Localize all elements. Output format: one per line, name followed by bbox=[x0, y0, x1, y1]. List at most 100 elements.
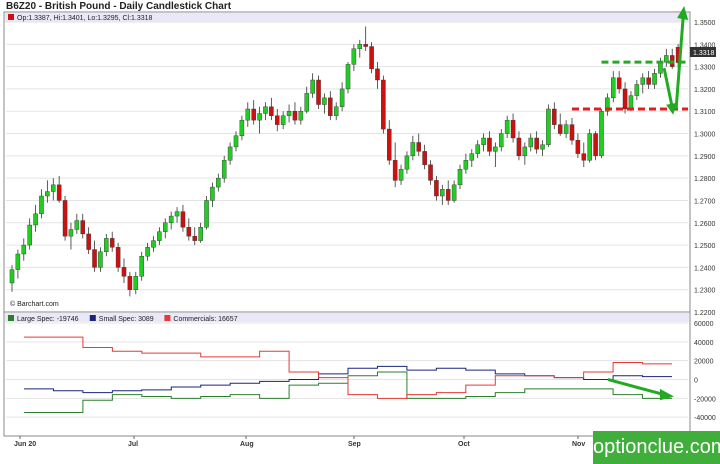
candle-body bbox=[227, 146, 233, 161]
candle-body bbox=[269, 106, 274, 116]
candle-body bbox=[74, 220, 80, 230]
candle-body bbox=[546, 108, 551, 145]
candle-body bbox=[510, 119, 516, 139]
cot-legend-bar bbox=[5, 313, 689, 322]
candle-body bbox=[186, 227, 192, 237]
down-arrow-shaft bbox=[662, 67, 674, 108]
price-y-tick: 1.2500 bbox=[694, 243, 716, 250]
candle-body bbox=[581, 153, 587, 161]
candle-body bbox=[451, 184, 457, 201]
candle-body bbox=[68, 229, 74, 237]
candle-body bbox=[611, 77, 616, 99]
candle-body bbox=[493, 146, 498, 152]
cot-arrow-head bbox=[660, 388, 674, 401]
candle-body bbox=[292, 111, 298, 121]
candle-body bbox=[263, 106, 268, 114]
x-axis-tick: Nov bbox=[572, 441, 585, 448]
cot-legend-swatch bbox=[89, 315, 96, 321]
candle-body bbox=[27, 224, 32, 246]
candle-body bbox=[221, 160, 227, 179]
candle-body bbox=[9, 269, 15, 284]
cot-legend-label: Small Spec: 3089 bbox=[99, 316, 154, 323]
candle-body bbox=[499, 133, 504, 148]
candle-body bbox=[357, 44, 363, 49]
candle-body bbox=[640, 77, 646, 85]
ohlc-bar bbox=[5, 13, 689, 22]
candle-body bbox=[634, 84, 640, 96]
candle-body bbox=[375, 68, 380, 81]
down-arrow-head bbox=[666, 102, 678, 115]
candle-body bbox=[457, 169, 463, 186]
candle-body bbox=[646, 77, 651, 85]
candle-body bbox=[328, 97, 333, 116]
candle-body bbox=[168, 215, 174, 223]
last-price-tag bbox=[690, 47, 716, 57]
candle-body bbox=[445, 189, 451, 201]
candle-body bbox=[587, 133, 592, 161]
up-arrow-shaft bbox=[674, 17, 685, 110]
cot-y-tick: 0 bbox=[694, 378, 698, 385]
candle-body bbox=[339, 88, 345, 107]
copyright: © Barchart.com bbox=[10, 300, 59, 308]
candle-body bbox=[204, 200, 209, 228]
candle-body bbox=[133, 276, 139, 290]
candle-body bbox=[628, 95, 634, 110]
cot-legend-label: Commercials: 16657 bbox=[173, 316, 237, 323]
up-arrow-head bbox=[677, 6, 689, 20]
price-y-tick: 1.3500 bbox=[694, 20, 716, 27]
candle-body bbox=[422, 151, 427, 165]
candle-body bbox=[516, 137, 522, 157]
cot-series-line bbox=[24, 371, 672, 413]
candle-body bbox=[387, 128, 392, 161]
x-axis-tick: Jul bbox=[128, 441, 138, 448]
chart-title: B6Z20 - British Pound - Daily Candlestic… bbox=[6, 1, 232, 12]
cot-legend-swatch bbox=[8, 315, 14, 321]
candle-body bbox=[540, 144, 545, 150]
candle-body bbox=[351, 48, 357, 65]
price-y-tick: 1.2300 bbox=[694, 288, 716, 295]
x-axis-tick: Oct bbox=[458, 441, 470, 448]
candle-body bbox=[563, 124, 569, 134]
x-axis-tick: Aug bbox=[240, 441, 254, 448]
candle-body bbox=[251, 108, 256, 121]
price-y-tick: 1.2800 bbox=[694, 176, 716, 183]
candle-body bbox=[162, 222, 168, 232]
candle-body bbox=[369, 46, 374, 70]
candle-body bbox=[469, 153, 475, 161]
cot-y-tick: 20000 bbox=[694, 359, 714, 366]
candle-body bbox=[504, 119, 510, 134]
price-y-tick: 1.2200 bbox=[694, 310, 716, 317]
price-y-tick: 1.3200 bbox=[694, 87, 716, 94]
candle-body bbox=[239, 119, 245, 136]
candle-body bbox=[599, 111, 604, 157]
candle-body bbox=[15, 253, 21, 270]
candle-body bbox=[428, 164, 433, 181]
cot-arrow-shaft bbox=[607, 378, 665, 397]
candle-body bbox=[345, 64, 351, 90]
candle-body bbox=[257, 113, 262, 121]
last-price-label: 1.3318 bbox=[693, 50, 715, 57]
candle-body bbox=[569, 124, 575, 141]
candle-body bbox=[534, 137, 539, 150]
candle-body bbox=[404, 155, 410, 170]
candle-body bbox=[33, 213, 38, 226]
candle-body bbox=[322, 97, 327, 105]
candle-body bbox=[98, 251, 103, 268]
price-y-tick: 1.3000 bbox=[694, 132, 716, 139]
candle-body bbox=[622, 88, 628, 110]
cot-legend-label: Large Spec: -19746 bbox=[17, 316, 79, 323]
candle-body bbox=[216, 177, 221, 188]
candle-body bbox=[92, 249, 97, 268]
x-axis-tick: Sep bbox=[348, 441, 361, 448]
candle-body bbox=[310, 79, 315, 94]
candle-body bbox=[109, 238, 115, 248]
candle-body bbox=[145, 247, 150, 257]
candle-body bbox=[392, 160, 398, 181]
price-y-tick: 1.3400 bbox=[694, 42, 716, 49]
candle-body bbox=[333, 106, 339, 116]
cot-y-tick: -40000 bbox=[694, 415, 716, 422]
candle-body bbox=[616, 77, 622, 90]
candle-body bbox=[139, 256, 144, 277]
candle-body bbox=[86, 233, 91, 250]
candle-body bbox=[463, 160, 469, 170]
